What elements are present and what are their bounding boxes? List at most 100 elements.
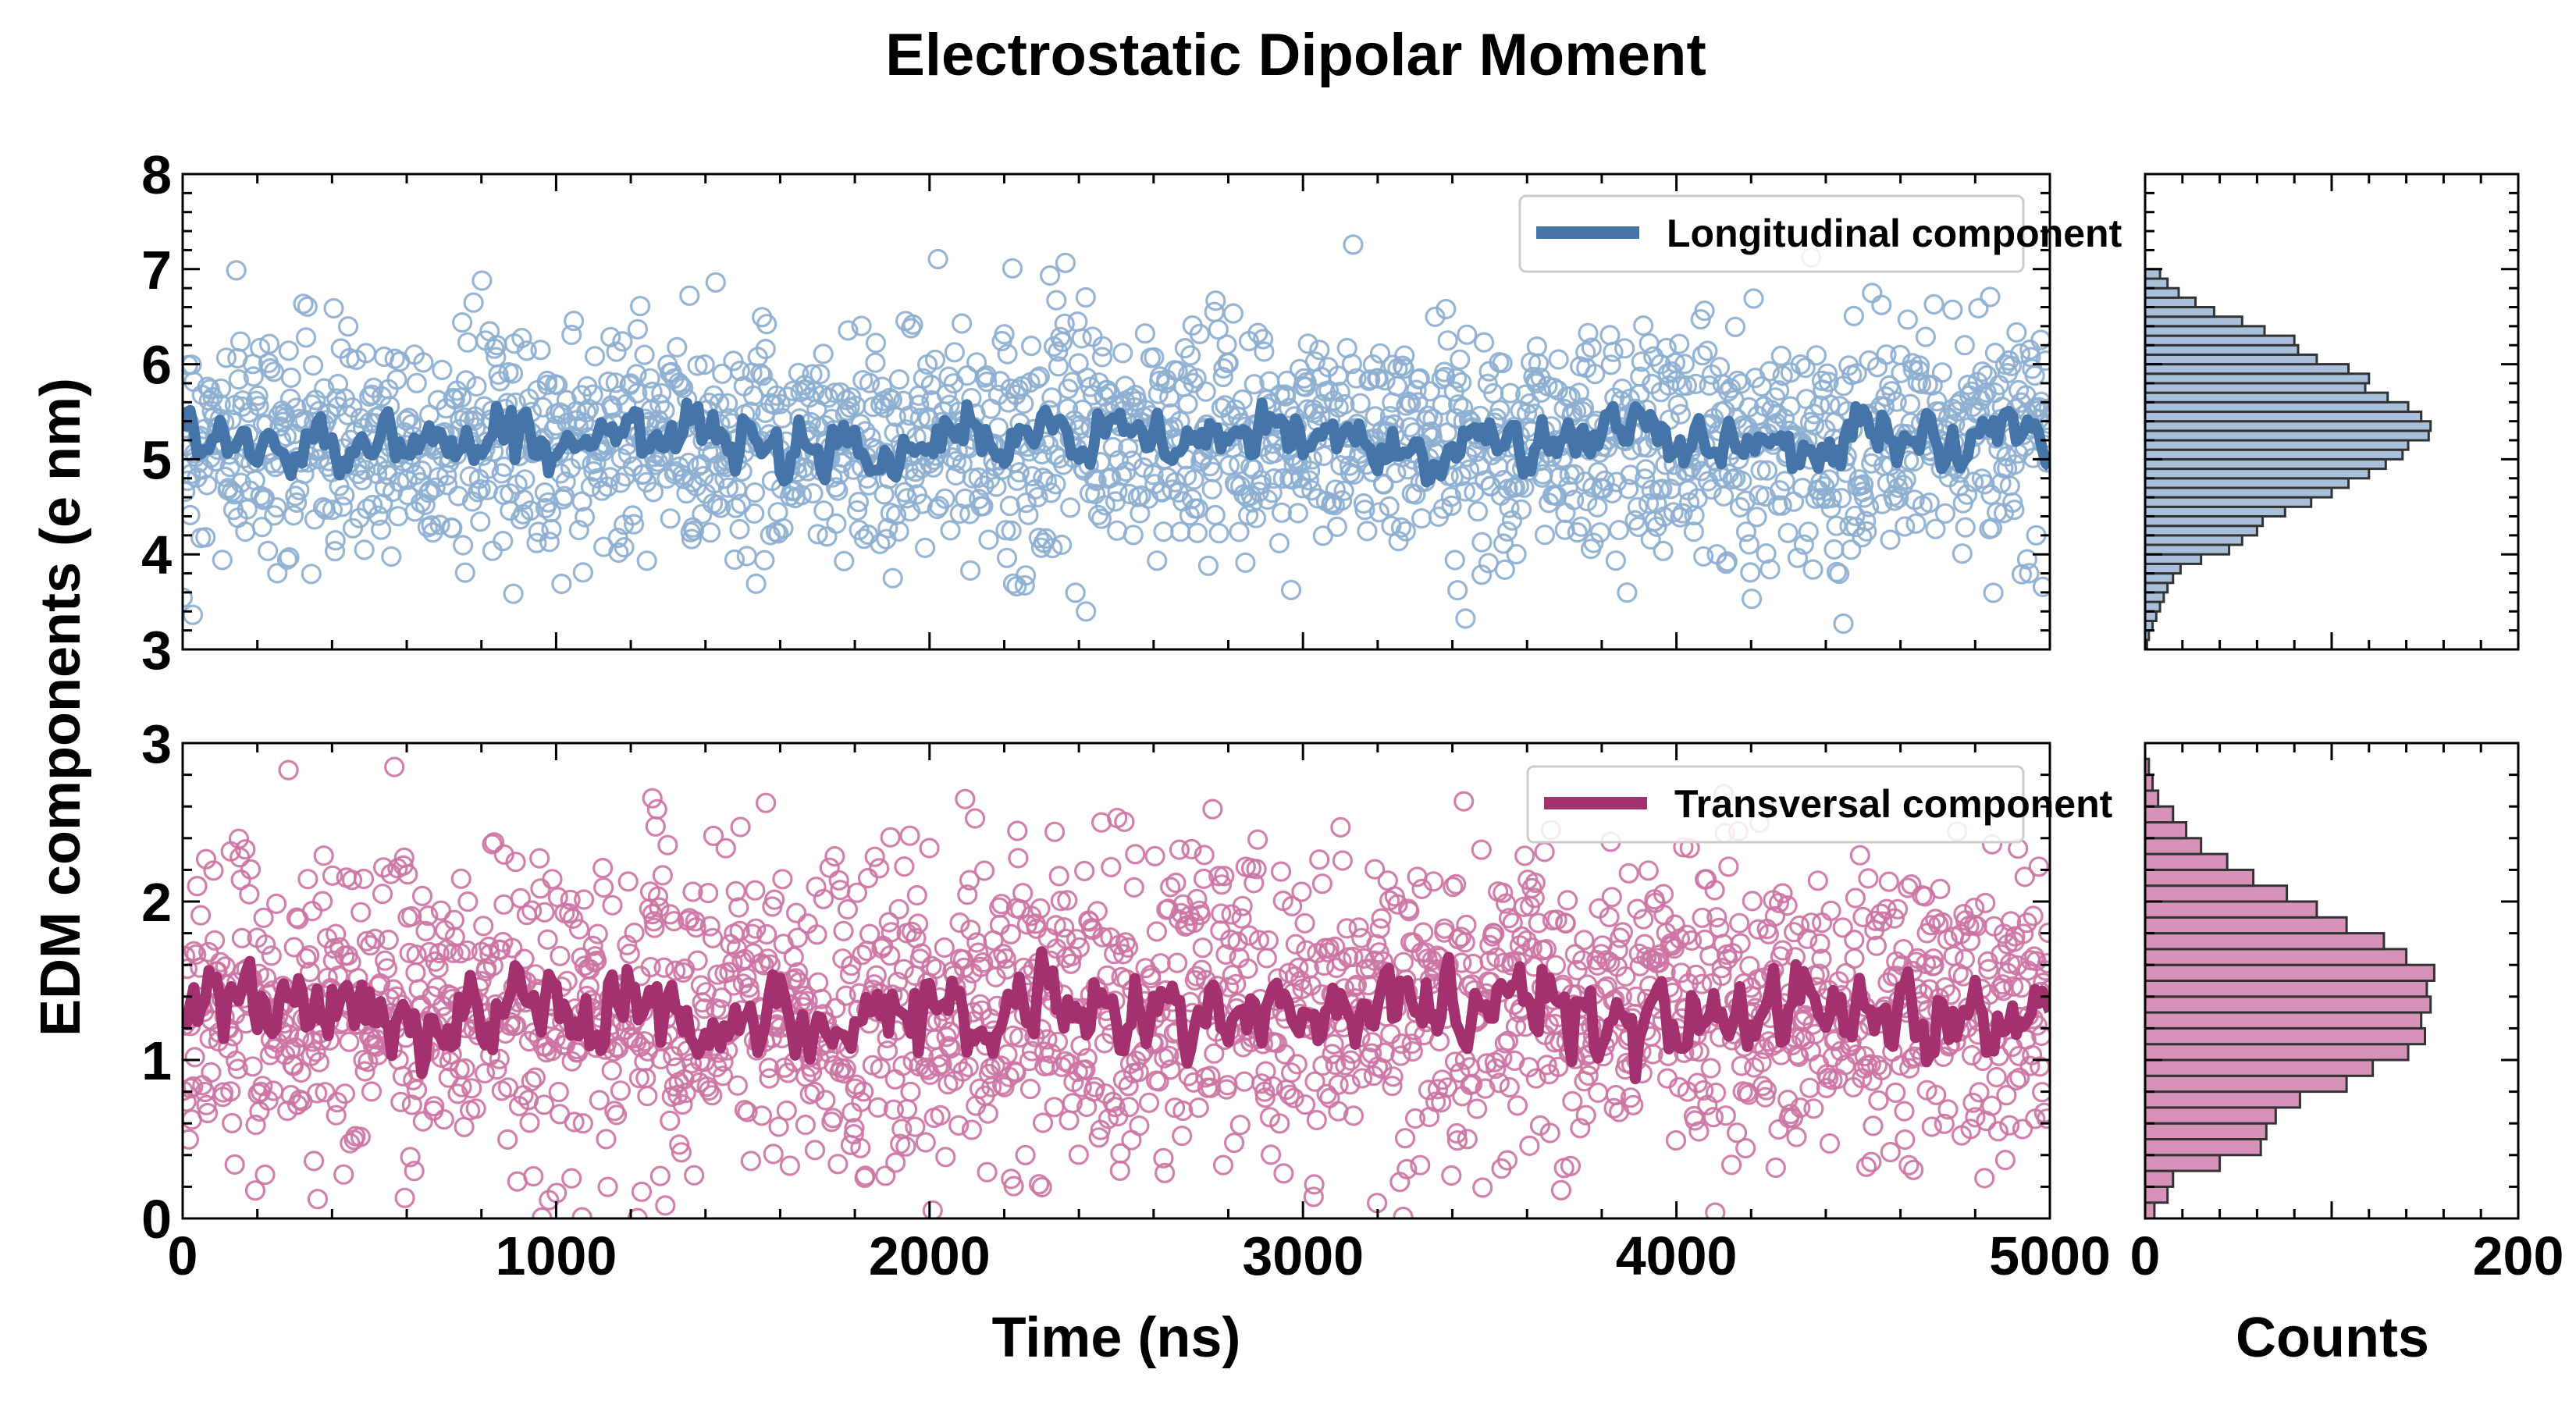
data-point	[1226, 973, 1247, 994]
data-point	[1288, 957, 1309, 979]
data-point	[1484, 923, 1505, 944]
histogram-bar	[2144, 353, 2318, 366]
data-point	[1587, 496, 1608, 518]
data-point	[1603, 341, 1624, 362]
data-point	[598, 371, 619, 393]
data-point	[1029, 366, 1051, 387]
data-point	[1954, 335, 1975, 356]
data-point	[227, 1058, 248, 1080]
data-point	[977, 1161, 998, 1183]
data-point	[679, 285, 700, 306]
data-point	[365, 928, 386, 950]
data-point	[894, 855, 915, 877]
data-point	[1570, 1118, 1591, 1139]
data-point	[432, 359, 453, 381]
data-point	[1923, 955, 1944, 976]
data-point	[2028, 856, 2049, 877]
histogram-bar	[2144, 980, 2428, 998]
data-point	[1884, 908, 1905, 929]
data-point	[797, 913, 818, 934]
data-point	[1102, 436, 1123, 458]
data-point	[728, 897, 749, 918]
data-point	[881, 922, 902, 943]
data-point	[727, 1075, 749, 1096]
data-point	[1653, 540, 1674, 561]
data-point	[1075, 286, 1096, 308]
data-point	[729, 518, 750, 540]
data-point	[1627, 898, 1648, 919]
data-point	[1554, 519, 1575, 540]
data-point	[405, 962, 426, 984]
data-point	[1092, 927, 1113, 948]
data-point	[649, 897, 670, 918]
data-point	[1816, 363, 1838, 384]
data-point	[1926, 1084, 1947, 1105]
data-point	[1656, 1068, 1678, 1089]
data-point	[1326, 516, 1348, 538]
data-point	[479, 944, 500, 965]
data-point	[1291, 881, 1312, 902]
data-point	[372, 884, 393, 905]
data-point	[1934, 503, 1955, 524]
data-point	[1670, 962, 1692, 984]
data-point	[1212, 366, 1233, 388]
data-point	[258, 333, 280, 354]
histogram-bar	[2144, 582, 2169, 594]
data-point	[1803, 414, 1825, 436]
data-point	[712, 1065, 734, 1087]
data-point	[717, 477, 739, 498]
data-point	[1397, 1158, 1418, 1180]
data-point	[1286, 1054, 1308, 1075]
data-point	[1717, 551, 1738, 572]
data-point	[1380, 1023, 1401, 1045]
data-point	[1898, 1154, 1920, 1176]
data-point	[1192, 937, 1213, 959]
data-point	[240, 859, 262, 880]
data-point	[593, 877, 614, 898]
data-point	[1456, 914, 1477, 936]
data-point	[852, 944, 873, 966]
data-point	[1369, 343, 1391, 364]
data-point	[463, 292, 484, 313]
data-point	[1545, 955, 1567, 976]
histogram-bar	[2144, 306, 2215, 318]
data-point	[198, 941, 219, 962]
data-point	[1092, 336, 1113, 357]
data-point	[880, 945, 901, 966]
data-point	[1000, 923, 1022, 944]
data-point	[699, 1080, 720, 1101]
data-point	[1434, 918, 1455, 939]
data-point	[450, 868, 471, 889]
data-point	[1395, 521, 1417, 542]
data-point	[278, 340, 299, 361]
data-point	[631, 1181, 653, 1203]
data-point	[1147, 550, 1168, 571]
data-point	[376, 958, 398, 979]
data-point	[326, 923, 347, 944]
data-point	[1759, 361, 1780, 382]
data-point	[597, 1176, 618, 1197]
data-point	[1144, 347, 1165, 368]
data-point	[1585, 364, 1606, 385]
data-point	[247, 385, 269, 406]
data-point	[1067, 311, 1088, 333]
data-point	[205, 930, 226, 951]
data-point	[1048, 356, 1069, 377]
data-point	[596, 1129, 617, 1150]
data-point	[1146, 921, 1168, 942]
data-point	[1000, 378, 1021, 400]
data-point	[1268, 532, 1290, 554]
data-point	[592, 857, 614, 879]
histogram-bar	[2144, 343, 2300, 356]
data-point	[1799, 1077, 1820, 1098]
data-point	[235, 521, 256, 542]
data-point	[882, 567, 903, 589]
data-point	[1884, 490, 1905, 511]
data-point	[433, 1108, 454, 1130]
data-point	[776, 1100, 797, 1122]
data-point	[884, 422, 905, 443]
data-point	[539, 532, 560, 553]
data-point	[1665, 1129, 1687, 1151]
data-point	[242, 1056, 263, 1077]
data-point	[1109, 1160, 1130, 1181]
